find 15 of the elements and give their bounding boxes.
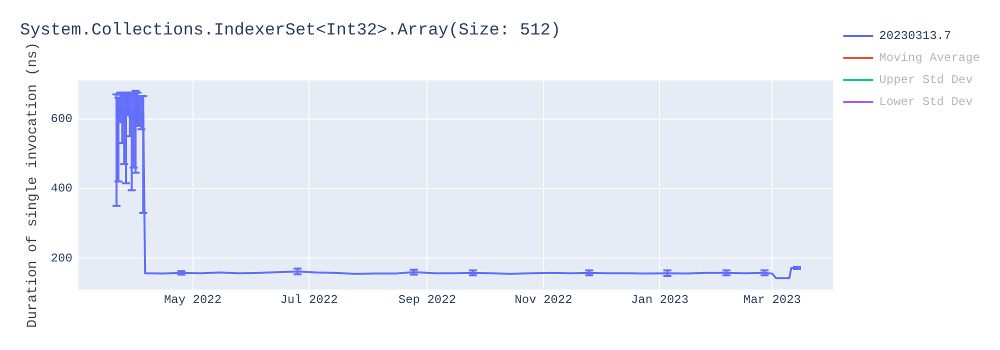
y-tick-label: 200: [50, 251, 72, 266]
y-axis-title: Duration of single invocation (ns): [25, 42, 42, 328]
legend-label: Moving Average: [879, 51, 980, 66]
x-tick-label: Nov 2022: [514, 292, 572, 307]
x-tick-label: Sep 2022: [398, 292, 456, 307]
x-tick-label: May 2022: [164, 292, 222, 307]
chart-title: System.Collections.IndexerSet<Int32>.Array(Size: 512): [20, 22, 561, 41]
legend-label: Upper Std Dev: [879, 73, 973, 88]
legend-label: 20230313.7: [879, 29, 952, 44]
x-tick-label: Jul 2022: [280, 292, 338, 307]
x-tick-label: Mar 2023: [743, 292, 801, 307]
y-tick-label: 600: [50, 112, 72, 126]
legend-label: Lower Std Dev: [879, 95, 973, 110]
x-tick-label: Jan 2023: [630, 292, 689, 307]
y-tick-label: 400: [50, 182, 72, 196]
